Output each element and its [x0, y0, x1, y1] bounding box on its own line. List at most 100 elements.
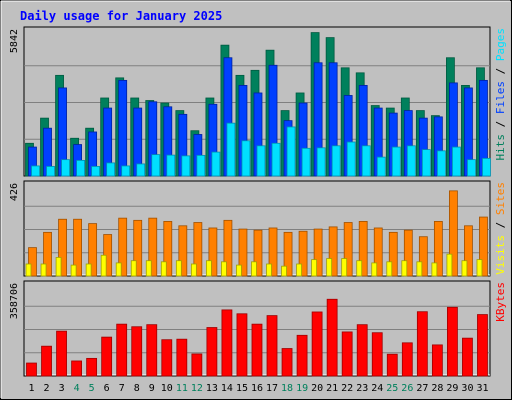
bar-sites-day-24 [373, 227, 383, 277]
legend-entry: KBytes [494, 282, 507, 322]
x-tick-label-day-24: 24 [371, 383, 383, 394]
bar-visits-day-23 [356, 260, 363, 277]
bar-kbytes-day-10 [161, 339, 173, 377]
bar-sites-day-23 [358, 221, 368, 277]
x-tick-label-day-18: 18 [281, 383, 293, 394]
bar-kbytes-day-25 [386, 353, 398, 377]
x-tick-label-day-6: 6 [104, 383, 110, 394]
bar-visits-day-26 [401, 260, 408, 277]
bar-kbytes-day-29 [447, 306, 458, 377]
bar-kbytes-day-18 [281, 348, 293, 377]
bar-sites-day-19 [298, 230, 308, 277]
legend: Visits / Sites [494, 182, 507, 275]
bar-pages-day-17 [271, 142, 281, 177]
bar-kbytes-day-4 [71, 360, 82, 377]
bar-visits-day-20 [311, 259, 318, 277]
bar-pages-day-23 [361, 145, 371, 177]
panel-sites-visits: 426 Visits / Sites [9, 180, 507, 277]
bar-pages-day-31 [482, 157, 491, 177]
x-tick-label-day-19: 19 [296, 383, 308, 394]
bar-sites-day-31 [479, 216, 488, 277]
bar-sites-day-4 [73, 218, 82, 277]
x-tick-label-day-5: 5 [89, 383, 95, 394]
bar-sites-day-8 [133, 219, 143, 277]
x-tick-label-day-26: 26 [401, 383, 413, 394]
bar-sites-day-29 [449, 190, 458, 277]
bar-pages-day-24 [376, 156, 386, 177]
bar-files-day-7 [118, 79, 128, 177]
bar-pages-day-6 [106, 162, 116, 177]
bar-pages-day-27 [421, 149, 431, 177]
bar-visits-day-27 [416, 261, 423, 277]
bar-kbytes-day-7 [116, 323, 128, 377]
series-kbytes [26, 298, 488, 377]
bar-kbytes-day-19 [296, 334, 308, 377]
bar-visits-day-4 [70, 264, 77, 277]
bar-visits-day-12 [190, 263, 197, 277]
legend-entry: / [494, 114, 507, 134]
bar-pages-day-22 [346, 141, 356, 177]
bar-sites-day-17 [268, 227, 278, 277]
bar-visits-day-29 [446, 253, 453, 277]
bar-sites-day-1 [28, 247, 37, 277]
bar-kbytes-day-12 [191, 353, 203, 377]
bar-kbytes-day-16 [251, 323, 263, 377]
x-tick-label-day-23: 23 [356, 383, 368, 394]
bar-pages-day-30 [467, 159, 476, 177]
bar-visits-day-28 [431, 262, 438, 277]
bar-sites-day-14 [223, 219, 233, 277]
x-axis-labels: 1 2 3 4 5 6 7 8 9 10 11 12 13 14 15 16 17 18 19 20 21 22 23 24 2… [29, 383, 489, 394]
bar-sites-day-28 [433, 221, 443, 277]
bar-kbytes-day-3 [56, 330, 67, 377]
legend-entry: / [494, 215, 507, 235]
bar-pages-day-11 [181, 155, 191, 177]
x-tick-label-day-1: 1 [29, 383, 35, 394]
x-tick-label-day-10: 10 [161, 383, 173, 394]
legend-entry: Files [494, 81, 507, 114]
bar-kbytes-day-17 [266, 315, 278, 377]
bar-pages-day-7 [121, 165, 131, 177]
bar-visits-day-2 [40, 263, 47, 277]
bar-sites-day-30 [464, 225, 473, 277]
bar-kbytes-day-20 [311, 311, 323, 377]
bar-kbytes-day-2 [41, 345, 52, 377]
x-tick-label-day-4: 4 [74, 383, 80, 394]
bar-sites-day-10 [163, 221, 173, 277]
bar-pages-day-14 [226, 122, 236, 177]
bar-sites-day-12 [193, 222, 203, 277]
x-tick-label-day-20: 20 [311, 383, 323, 394]
bar-pages-day-26 [406, 145, 416, 177]
bar-sites-day-21 [328, 226, 338, 277]
bar-visits-day-31 [476, 259, 483, 277]
x-tick-label-day-2: 2 [44, 383, 50, 394]
bar-pages-day-29 [452, 146, 461, 177]
bar-sites-day-20 [313, 228, 323, 277]
y-max-label: 426 [9, 183, 20, 201]
bar-visits-day-13 [205, 260, 212, 277]
x-tick-label-day-9: 9 [149, 383, 155, 394]
legend-entry: Visits [494, 235, 507, 275]
bar-visits-day-11 [175, 260, 182, 277]
series-visits [25, 253, 483, 277]
bar-visits-day-14 [221, 261, 227, 277]
bar-pages-day-10 [166, 154, 176, 177]
bar-visits-day-22 [341, 258, 348, 277]
x-tick-label-day-12: 12 [191, 383, 203, 394]
bar-kbytes-day-24 [371, 332, 383, 377]
bar-sites-day-22 [343, 222, 353, 277]
bar-visits-day-18 [281, 265, 287, 277]
bar-sites-day-9 [148, 217, 158, 277]
x-tick-label-day-27: 27 [416, 383, 428, 394]
bar-pages-day-21 [331, 145, 341, 177]
series-sites [28, 190, 488, 277]
x-tick-label-day-30: 30 [461, 383, 473, 394]
panel-hits-files-pages: 5842 Hits / Files / Pages [9, 26, 507, 177]
x-tick-label-day-3: 3 [59, 383, 65, 394]
bar-kbytes-day-21 [326, 298, 338, 377]
bar-sites-day-16 [253, 229, 263, 277]
bar-sites-day-7 [118, 217, 128, 277]
x-tick-label-day-7: 7 [119, 383, 125, 394]
bar-visits-day-25 [386, 261, 393, 277]
